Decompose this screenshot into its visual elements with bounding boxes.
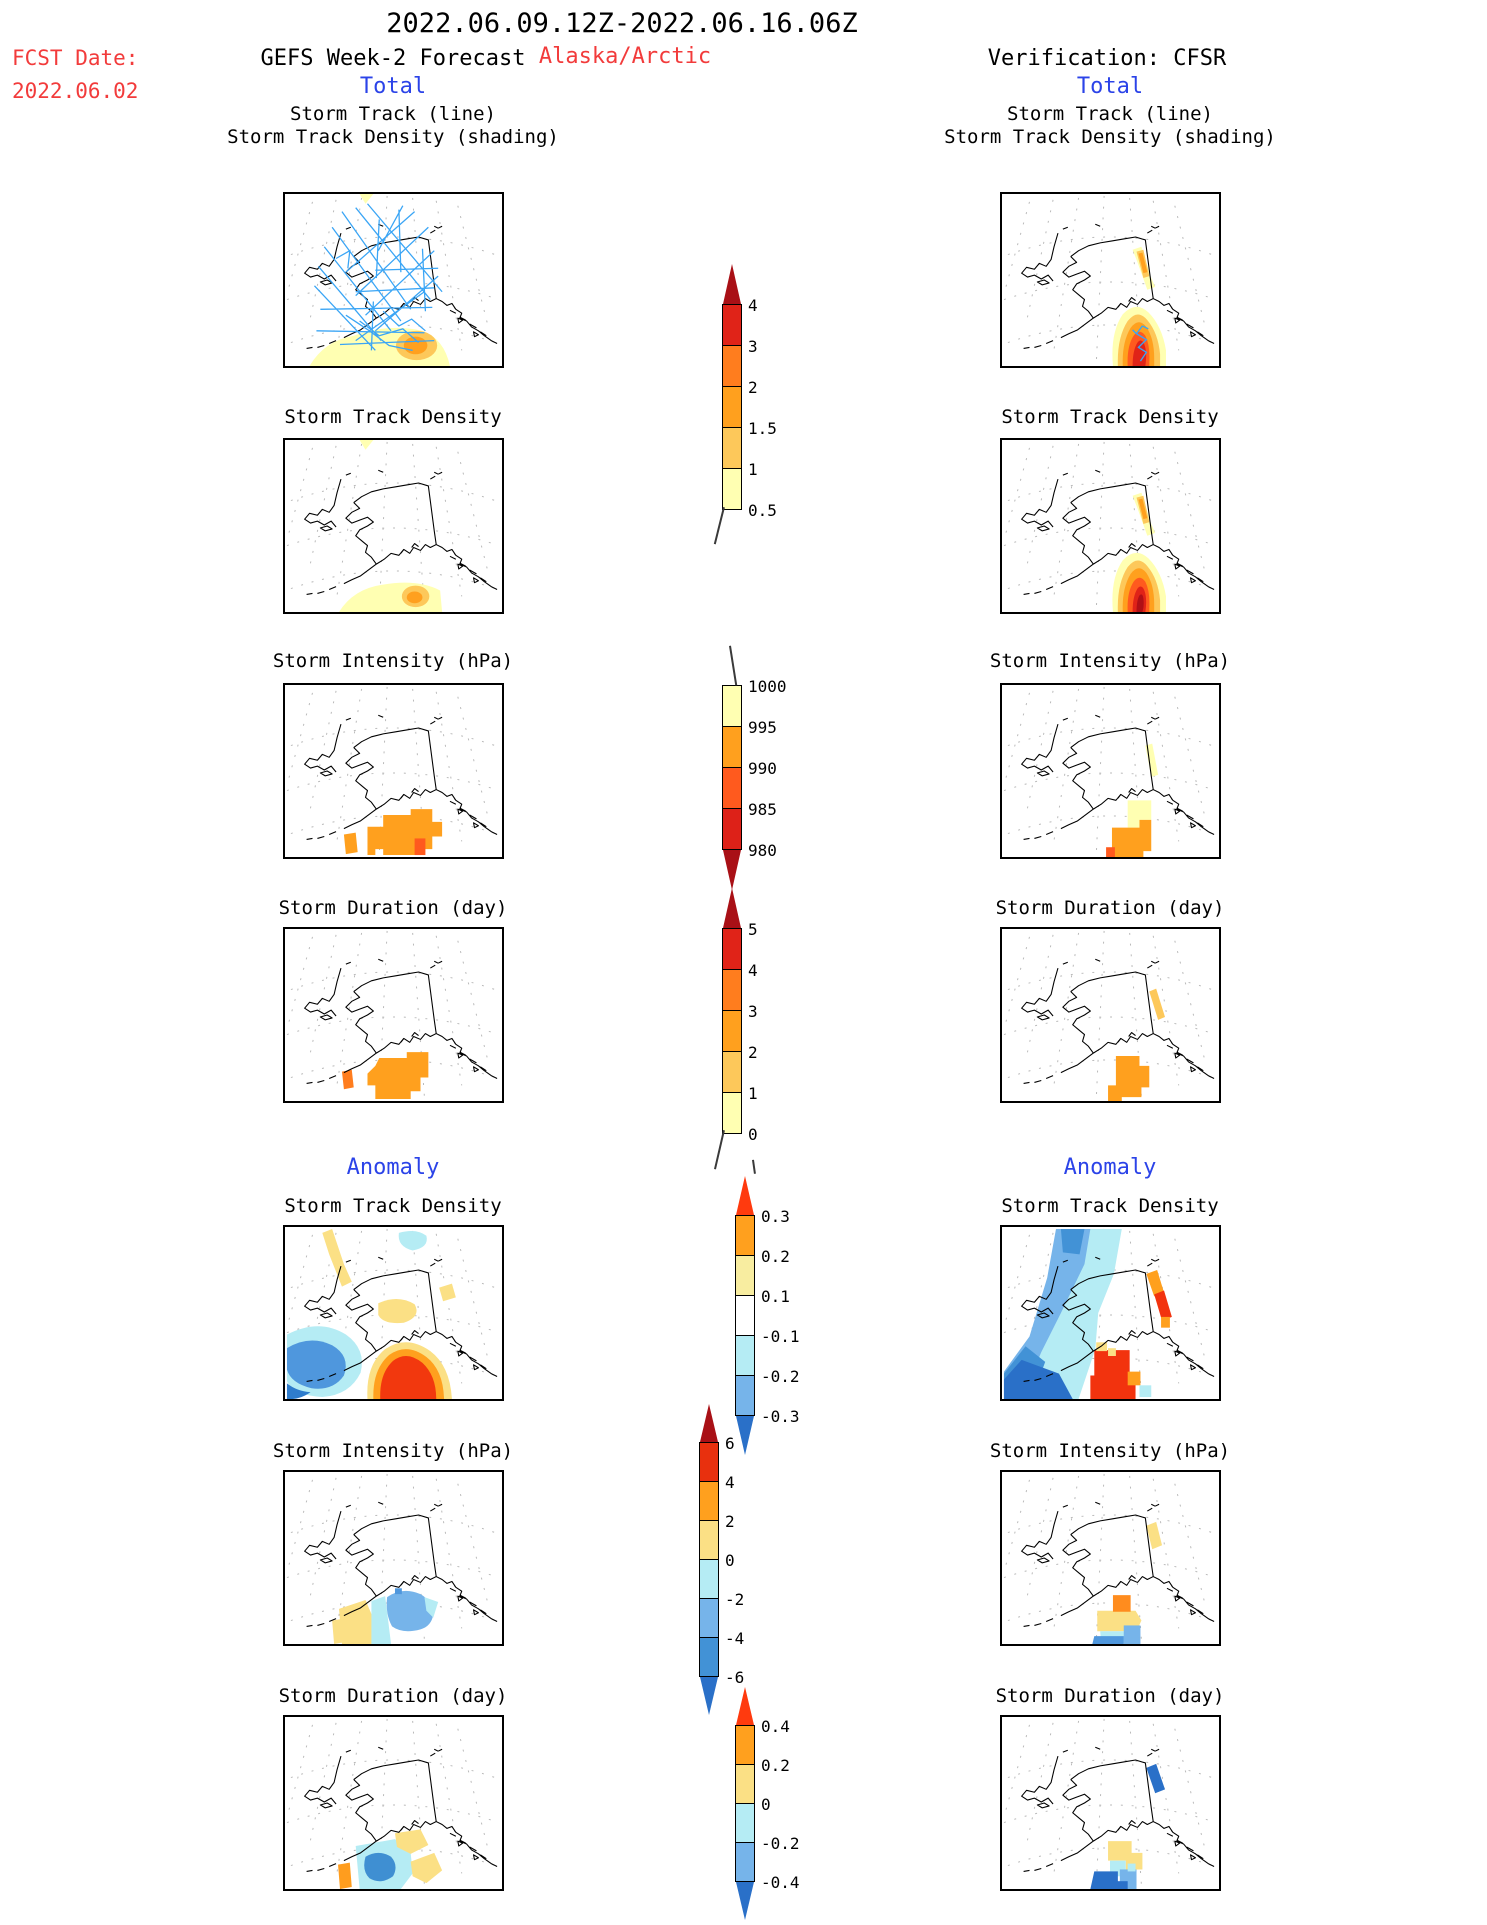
colorbar-tick-label: 1000 <box>748 677 787 696</box>
map-forecast-track-density-anomaly <box>283 1225 504 1401</box>
section-total-left: Total <box>359 74 427 99</box>
map-verification-track-density <box>1000 438 1221 614</box>
section-anomaly-left: Anomaly <box>346 1155 440 1180</box>
panel-title-left-r7: Storm Duration (day) <box>278 1685 508 1707</box>
panel-title-left-r2: Storm Track Density <box>284 406 502 428</box>
panel-title-left-r3: Storm Intensity (hPa) <box>272 650 514 672</box>
panel-title-right-r1-line2: Storm Track Density (shading) <box>944 126 1276 148</box>
colorbar-tick-label: 0.1 <box>761 1287 790 1306</box>
colorbar-tick-label: 1 <box>748 1084 758 1103</box>
colorbar-tick-label: 980 <box>748 841 777 860</box>
colorbar-tick-label: -4 <box>725 1629 745 1648</box>
colorbar-tail-3 <box>714 1130 725 1170</box>
colorbar-tick-label: -2 <box>725 1590 745 1609</box>
map-verification-intensity-anomaly <box>1000 1470 1221 1646</box>
colorbar-tail-1 <box>713 507 725 545</box>
colorbar-tick-label: 0.3 <box>761 1207 790 1226</box>
colorbar-tick-label: 0 <box>748 1125 758 1144</box>
colorbar-tick-label: -0.2 <box>761 1834 800 1853</box>
colorbar-tick-label: 985 <box>748 800 777 819</box>
colorbar-tick-label: -6 <box>725 1668 745 1687</box>
map-verification-intensity <box>1000 683 1221 859</box>
section-total-right: Total <box>1076 74 1144 99</box>
map-forecast-track-line <box>283 192 504 368</box>
colorbar-intensity-total: 1000 995 990 985 980 <box>722 677 787 890</box>
verification-column-title: Verification: CFSR <box>987 46 1227 71</box>
panel-title-right-r3: Storm Intensity (hPa) <box>989 650 1231 672</box>
region-label: Alaska/Arctic <box>538 44 712 69</box>
colorbar-tick-label: 2 <box>725 1512 735 1531</box>
map-verification-duration-anomaly <box>1000 1715 1221 1891</box>
colorbar-tick-label: 3 <box>748 1002 758 1021</box>
panel-title-left-r1-line1: Storm Track (line) <box>290 103 496 125</box>
map-verification-duration <box>1000 927 1221 1103</box>
map-forecast-track-density <box>283 438 504 614</box>
map-verification-track-line <box>1000 192 1221 368</box>
panel-title-left-r5: Storm Track Density <box>284 1195 502 1217</box>
panel-title-right-r1-line1: Storm Track (line) <box>1007 103 1213 125</box>
map-verification-track-density-anomaly <box>1000 1225 1221 1401</box>
figure-title: 2022.06.09.12Z-2022.06.16.06Z <box>386 8 858 39</box>
colorbar-tick-label: 2 <box>748 1043 758 1062</box>
colorbar-tick-label: 0 <box>761 1795 771 1814</box>
colorbar-tick-label: 3 <box>748 337 758 356</box>
map-forecast-intensity <box>283 683 504 859</box>
colorbar-tick-label: 995 <box>748 718 777 737</box>
panel-title-right-r4: Storm Duration (day) <box>995 897 1225 919</box>
fcst-date-label: FCST Date: <box>12 46 139 70</box>
colorbar-intensity-anomaly: 6 4 2 0 -2 -4 -6 <box>699 1404 744 1715</box>
colorbar-tick-label: -0.1 <box>761 1327 800 1346</box>
map-forecast-duration <box>283 927 504 1103</box>
map-forecast-intensity-anomaly <box>283 1470 504 1646</box>
fcst-date-value: 2022.06.02 <box>12 79 139 103</box>
colorbar-tail-2 <box>729 645 737 686</box>
forecast-column-title: GEFS Week-2 Forecast <box>260 46 526 71</box>
colorbar-tick-label: 990 <box>748 759 777 778</box>
panel-title-left-r4: Storm Duration (day) <box>278 897 508 919</box>
colorbar-tick-label: 0.2 <box>761 1756 790 1775</box>
colorbar-tick-label: 2 <box>748 378 758 397</box>
panel-title-right-r7: Storm Duration (day) <box>995 1685 1225 1707</box>
colorbar-tick-label: 5 <box>748 920 758 939</box>
colorbar-track-density-total: 4 3 2 1.5 1 0.5 <box>722 264 777 520</box>
colorbar-tick-label: 0.2 <box>761 1247 790 1266</box>
colorbar-tick-label: 4 <box>725 1473 735 1492</box>
panel-title-left-r6: Storm Intensity (hPa) <box>272 1440 514 1462</box>
map-forecast-duration-anomaly <box>283 1715 504 1891</box>
colorbar-tick-label: -0.2 <box>761 1367 800 1386</box>
panel-title-right-r2: Storm Track Density <box>1001 406 1219 428</box>
colorbar-tick-label: 0 <box>725 1551 735 1570</box>
colorbar-track-density-anomaly: 0.3 0.2 0.1 -0.1 -0.2 -0.3 <box>735 1176 800 1455</box>
section-anomaly-right: Anomaly <box>1063 1155 1157 1180</box>
colorbar-tick-label: 6 <box>725 1434 735 1453</box>
panel-title-right-r5: Storm Track Density <box>1001 1195 1219 1217</box>
colorbar-tail-4 <box>752 1159 756 1174</box>
colorbar-tick-label: -0.4 <box>761 1873 800 1892</box>
colorbar-tick-label: -0.3 <box>761 1407 800 1426</box>
panel-title-left-r1-line2: Storm Track Density (shading) <box>227 126 559 148</box>
colorbar-tick-label: 4 <box>748 961 758 980</box>
panel-title-right-r6: Storm Intensity (hPa) <box>989 1440 1231 1462</box>
colorbar-tick-label: 4 <box>748 296 758 315</box>
colorbar-duration-total: 5 4 3 2 1 0 <box>722 888 758 1144</box>
colorbar-tick-label: 0.4 <box>761 1717 790 1736</box>
colorbar-tick-label: 1 <box>748 460 758 479</box>
colorbar-tick-label: 1.5 <box>748 419 777 438</box>
colorbar-duration-anomaly: 0.4 0.2 0 -0.2 -0.4 <box>735 1687 800 1920</box>
colorbar-tick-label: 0.5 <box>748 501 777 520</box>
